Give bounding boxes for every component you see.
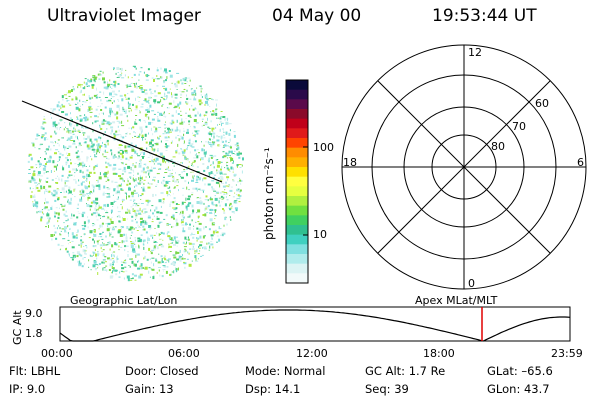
orbit-y-tick-high: 9.0: [25, 307, 43, 320]
colorbar-cell: [286, 205, 308, 216]
colorbar-tick-100: 100: [313, 141, 334, 154]
lat-label-80: 80: [491, 140, 505, 153]
color-bar: [285, 79, 309, 284]
instrument-title: Ultraviolet Imager: [47, 6, 201, 26]
colorbar-cell: [286, 273, 308, 284]
colorbar-cell: [286, 263, 308, 274]
gc-alt-info: GC Alt: 1.7 Re: [365, 364, 446, 378]
orbit-left-label: Geographic Lat/Lon: [70, 294, 178, 307]
date-label: 04 May 00: [272, 6, 362, 26]
mlt-label-18: 18: [343, 156, 357, 169]
orbit-x-tick-3: 18:00: [423, 347, 455, 360]
orbit-altitude-curve: [59, 309, 571, 342]
colorbar-cell: [286, 254, 308, 265]
colorbar-cell: [286, 176, 308, 187]
orbit-plot: [59, 306, 571, 342]
mode-info: Mode: Normal: [245, 364, 326, 378]
mlt-label-0: 0: [468, 277, 475, 290]
gain-info: Gain: 13: [125, 382, 174, 396]
orbit-x-tick-0: 00:00: [41, 347, 73, 360]
colorbar-cell: [286, 118, 308, 129]
colorbar-cell: [286, 215, 308, 226]
auroral-image-disk: [27, 65, 244, 282]
colorbar-cell: [286, 89, 308, 100]
colorbar-cell: [286, 109, 308, 120]
glon-info: GLon: 43.7: [487, 382, 550, 396]
dsp-info: Dsp: 14.1: [245, 382, 301, 396]
lat-label-60: 60: [535, 97, 549, 110]
glat-info: GLat: –65.6: [487, 364, 553, 378]
polar-grid: [341, 44, 587, 290]
door-info: Door: Closed: [125, 364, 199, 378]
ip-info: IP: 9.0: [9, 382, 46, 396]
orbit-right-label: Apex MLat/MLT: [415, 294, 498, 307]
colorbar-label: photon cm⁻²s⁻¹: [262, 147, 276, 240]
colorbar-cell: [286, 138, 308, 149]
time-label: 19:53:44 UT: [432, 6, 537, 26]
orbit-y-tick-low: 1.8: [25, 327, 43, 340]
colorbar-cell: [286, 186, 308, 197]
colorbar-tick-10: 10: [313, 228, 327, 241]
colorbar-cell: [286, 147, 308, 158]
mlt-label-12: 12: [468, 46, 482, 59]
terminator-line: [21, 100, 223, 183]
colorbar-cell: [286, 128, 308, 139]
seq-info: Seq: 39: [365, 382, 409, 396]
colorbar-cell: [286, 225, 308, 236]
orbit-x-tick-1: 06:00: [168, 347, 200, 360]
orbit-x-tick-4: 23:59: [551, 347, 583, 360]
colorbar-cell: [286, 234, 308, 245]
mlt-label-6: 6: [577, 156, 584, 169]
colorbar-cell: [286, 196, 308, 207]
colorbar-cell: [286, 99, 308, 110]
orbit-x-tick-2: 12:00: [296, 347, 328, 360]
colorbar-cell: [286, 167, 308, 178]
filter-info: Flt: LBHL: [9, 364, 61, 378]
lat-label-70: 70: [512, 120, 526, 133]
colorbar-cell: [286, 244, 308, 255]
colorbar-cell: [286, 157, 308, 168]
colorbar-cell: [286, 80, 308, 91]
